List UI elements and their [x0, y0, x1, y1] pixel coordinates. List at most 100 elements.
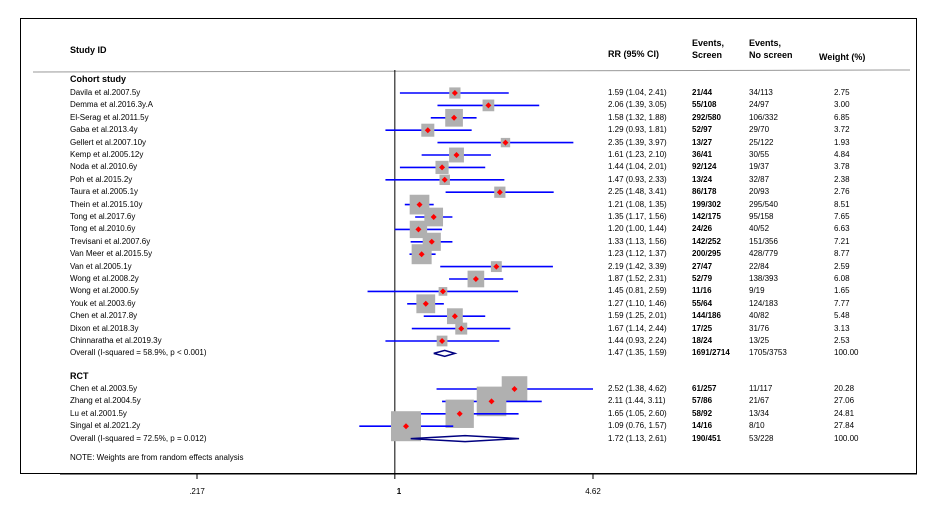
weight-value: 6.08 — [834, 274, 850, 283]
weight-value: 27.06 — [834, 396, 855, 406]
study-label: Tong et al.2017.6y — [70, 212, 136, 221]
events-noscreen: 40/82 — [749, 311, 770, 321]
rr-ci-text: 2.06 (1.39, 3.05) — [608, 100, 667, 110]
events-screen: 142/175 — [692, 212, 721, 221]
events-noscreen: 31/76 — [749, 323, 770, 333]
overall-rr-ci-text: 1.72 (1.13, 2.61) — [608, 433, 667, 443]
events-noscreen: 95/158 — [749, 212, 774, 221]
study-label: Noda et al.2010.6y — [70, 162, 138, 172]
rr-ci-text: 2.11 (1.44, 3.11) — [608, 396, 666, 406]
point-estimate — [493, 263, 500, 270]
weight-value: 2.75 — [834, 88, 850, 97]
rr-ci-text: 1.59 (1.25, 2.01) — [608, 311, 667, 321]
events-screen: 13/27 — [692, 137, 713, 147]
events-noscreen: 19/37 — [749, 162, 770, 172]
point-estimate — [451, 90, 458, 96]
point-estimate — [415, 226, 422, 233]
events-noscreen: 13/34 — [749, 408, 770, 418]
weight-value: 24.81 — [834, 408, 855, 418]
point-estimate — [422, 300, 429, 307]
section-title: Cohort study — [70, 74, 126, 84]
point-estimate — [488, 398, 495, 405]
weight-value: 1.93 — [834, 137, 850, 147]
x-tick-high: 4.62 — [585, 487, 601, 496]
rr-ci-text: 1.23 (1.12, 1.37) — [608, 249, 667, 259]
weight-value: 2.76 — [834, 187, 850, 197]
point-estimate — [402, 423, 409, 430]
point-estimate — [439, 288, 446, 295]
events-noscreen: 25/122 — [749, 137, 774, 147]
study-label: Dixon et al.2018.3y — [70, 323, 139, 333]
events-screen: 92/124 — [692, 162, 717, 172]
events-noscreen: 151/356 — [749, 236, 778, 246]
weight-value: 3.13 — [834, 323, 850, 333]
events-screen: 61/257 — [692, 384, 717, 393]
weight-value: 20.28 — [834, 384, 855, 393]
header-divider — [32, 69, 911, 73]
point-estimate — [451, 114, 458, 121]
point-estimate — [441, 176, 448, 183]
weight-value: 8.51 — [834, 199, 850, 209]
study-label: Chen et al.2017.8y — [70, 311, 138, 321]
overall-weight-value: 100.00 — [834, 433, 859, 443]
study-label: Van Meer et al.2015.5y — [70, 249, 153, 259]
weight-value: 2.53 — [834, 336, 850, 345]
header-events-noscreen-1: Events, — [749, 38, 782, 48]
events-screen: 199/302 — [692, 199, 721, 209]
rr-ci-text: 2.25 (1.48, 3.41) — [608, 187, 667, 197]
events-noscreen: 24/97 — [749, 100, 770, 110]
rr-ci-text: 1.33 (1.13, 1.56) — [608, 236, 667, 246]
study-label: Youk et al.2003.6y — [70, 298, 136, 308]
rr-ci-text: 1.44 (1.04, 2.01) — [608, 162, 667, 172]
study-label: Van et al.2005.1y — [70, 261, 132, 271]
events-screen: 57/86 — [692, 396, 713, 406]
weight-value: 3.78 — [834, 162, 850, 172]
weight-value: 5.48 — [834, 311, 850, 321]
rr-ci-text: 1.27 (1.10, 1.46) — [608, 298, 667, 308]
events-noscreen: 124/183 — [749, 298, 778, 308]
weight-value: 2.59 — [834, 261, 850, 271]
x-tick-low: .217 — [189, 487, 205, 496]
events-screen: 292/580 — [692, 112, 721, 122]
events-noscreen: 9/19 — [749, 286, 765, 296]
point-estimate — [472, 276, 479, 282]
events-screen: 27/47 — [692, 261, 713, 271]
study-label: Gellert et al.2007.10y — [70, 137, 147, 147]
events-screen: 14/16 — [692, 421, 713, 431]
rr-ci-text: 1.20 (1.00, 1.44) — [608, 224, 667, 234]
point-estimate — [485, 102, 492, 109]
study-label: Davila et al.2007.5y — [70, 88, 141, 97]
rr-ci-text: 1.29 (0.93, 1.81) — [608, 125, 667, 135]
events-screen: 17/25 — [692, 323, 713, 333]
events-noscreen: 11/117 — [749, 384, 773, 393]
overall-events-screen: 1691/2714 — [692, 348, 730, 358]
study-label: Chinnaratha et al.2019.3y — [70, 336, 162, 345]
study-label: Chen et al.2003.5y — [70, 384, 138, 393]
point-estimate — [418, 251, 425, 258]
events-noscreen: 295/540 — [749, 199, 778, 209]
rr-ci-text: 1.44 (0.93, 2.24) — [608, 336, 667, 345]
point-estimate — [496, 189, 503, 196]
weight-value: 4.84 — [834, 150, 850, 159]
point-estimate — [439, 338, 446, 344]
events-noscreen: 22/84 — [749, 261, 770, 271]
weight-value: 6.63 — [834, 224, 850, 234]
weight-value: 1.65 — [834, 286, 850, 296]
x-tick-one: 1 — [396, 487, 402, 496]
events-noscreen: 40/52 — [749, 224, 770, 234]
point-estimate — [424, 127, 431, 134]
study-label: Taura et al.2005.1y — [70, 187, 139, 197]
header-events-noscreen-2: No screen — [749, 50, 793, 60]
header-rr: RR (95% CI) — [608, 49, 660, 59]
weight-value: 7.21 — [834, 236, 850, 246]
events-screen: 58/92 — [692, 408, 713, 418]
study-label: El-Serag et al.2011.5y — [70, 112, 149, 122]
events-noscreen: 29/70 — [749, 125, 770, 135]
point-estimate — [430, 214, 437, 220]
study-label: Demma et al.2016.3y.A — [70, 100, 154, 110]
study-label: Poh et al.2015.2y — [70, 174, 133, 184]
study-label: Zhang et al.2004.5y — [70, 396, 141, 406]
rr-ci-text: 1.21 (1.08, 1.35) — [608, 199, 667, 209]
rr-ci-text: 1.58 (1.32, 1.88) — [608, 112, 667, 122]
point-estimate — [439, 164, 446, 171]
